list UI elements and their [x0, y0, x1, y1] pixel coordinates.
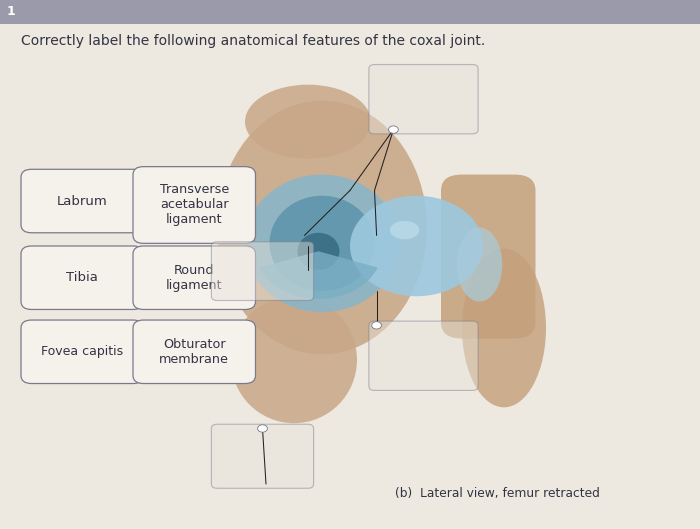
Ellipse shape — [270, 196, 374, 291]
Circle shape — [258, 425, 267, 432]
Text: Obturator
membrane: Obturator membrane — [160, 338, 229, 366]
Circle shape — [389, 126, 398, 133]
Ellipse shape — [217, 101, 427, 354]
Text: Transverse
acetabular
ligament: Transverse acetabular ligament — [160, 184, 229, 226]
Text: Correctly label the following anatomical features of the coxal joint.: Correctly label the following anatomical… — [21, 34, 485, 48]
FancyBboxPatch shape — [369, 321, 478, 390]
Ellipse shape — [390, 221, 419, 239]
Text: Fovea capitis: Fovea capitis — [41, 345, 123, 358]
Text: (b)  Lateral view, femur retracted: (b) Lateral view, femur retracted — [395, 487, 601, 500]
Ellipse shape — [245, 85, 371, 159]
FancyBboxPatch shape — [21, 169, 144, 233]
Ellipse shape — [462, 249, 546, 407]
Text: 1: 1 — [7, 5, 15, 18]
Text: Labrum: Labrum — [57, 195, 108, 207]
FancyBboxPatch shape — [133, 167, 256, 243]
FancyBboxPatch shape — [133, 320, 256, 384]
FancyBboxPatch shape — [211, 424, 314, 488]
FancyBboxPatch shape — [441, 175, 536, 339]
Ellipse shape — [456, 227, 503, 302]
Bar — [0, 0, 700, 24]
FancyBboxPatch shape — [133, 246, 256, 309]
Ellipse shape — [298, 233, 340, 270]
FancyBboxPatch shape — [369, 65, 478, 134]
Text: Round
ligament: Round ligament — [166, 264, 223, 291]
FancyBboxPatch shape — [211, 242, 314, 300]
Text: Tibia: Tibia — [66, 271, 98, 284]
Wedge shape — [259, 251, 378, 299]
Circle shape — [350, 196, 483, 296]
Ellipse shape — [245, 175, 399, 312]
FancyBboxPatch shape — [21, 320, 144, 384]
Ellipse shape — [231, 296, 357, 423]
Circle shape — [372, 322, 382, 329]
FancyBboxPatch shape — [21, 246, 144, 309]
